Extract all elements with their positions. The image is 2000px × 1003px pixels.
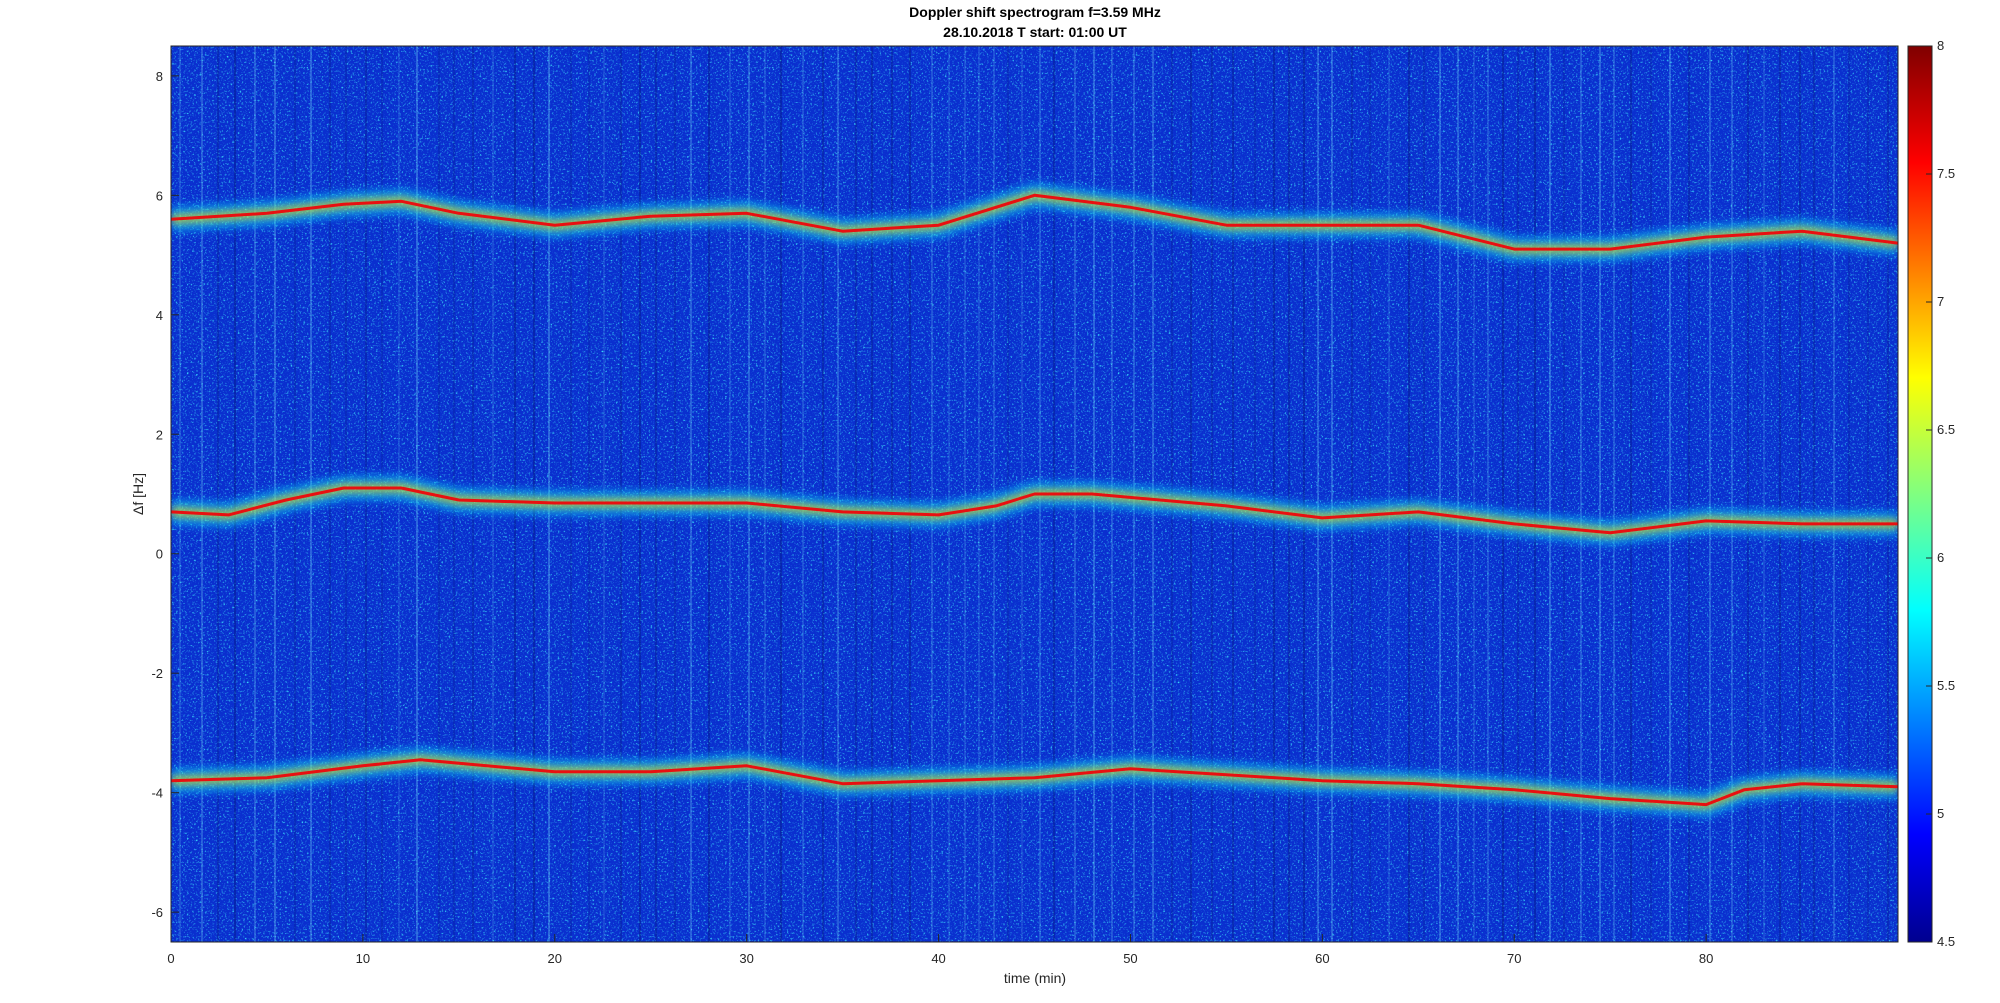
- y-tick-label: -6: [151, 905, 163, 920]
- x-tick-label: 40: [931, 951, 945, 966]
- doppler-traces: [171, 182, 1898, 818]
- x-tick-label: 60: [1315, 951, 1329, 966]
- y-tick-label: 2: [156, 427, 163, 442]
- y-tick-label: 4: [156, 308, 163, 323]
- colorbar-gradient: [1907, 45, 1933, 943]
- colorbar-tick-label: 6.5: [1937, 422, 1955, 437]
- axes-frame: [170, 45, 1899, 943]
- chart-subtitle: 28.10.2018 T start: 01:00 UT: [943, 24, 1127, 40]
- doppler-trace: [171, 486, 1898, 535]
- x-tick-label: 70: [1507, 951, 1521, 966]
- doppler-trace: [171, 758, 1898, 807]
- colorbar-tick-label: 7: [1937, 294, 1944, 309]
- colorbar-tick-label: 4.5: [1937, 934, 1955, 949]
- x-tick-label: 20: [548, 951, 562, 966]
- y-tick-label: -4: [151, 786, 163, 801]
- x-tick-label: 10: [356, 951, 370, 966]
- colorbar-tick-label: 5: [1937, 806, 1944, 821]
- colorbar-tick-label: 5.5: [1937, 678, 1955, 693]
- colorbar-tick-label: 6: [1937, 550, 1944, 565]
- colorbar-ticks: 4.5 5 5.5 6 6.5 7 7.5 8: [1926, 38, 1955, 949]
- x-tick-label: 0: [167, 951, 174, 966]
- colorbar: 4.5 5 5.5 6 6.5 7 7.5 8: [1907, 38, 1955, 949]
- doppler-trace: [171, 193, 1898, 251]
- y-tick-label: 6: [156, 188, 163, 203]
- y-axis: -6 -4 -2 0 2 4 6 8: [151, 69, 179, 920]
- x-tick-label: 50: [1123, 951, 1137, 966]
- colorbar-tick-label: 8: [1937, 38, 1944, 53]
- x-tick-label: 80: [1699, 951, 1713, 966]
- plot-area: [170, 45, 1899, 943]
- y-tick-label: 0: [156, 547, 163, 562]
- y-tick-label: -2: [151, 666, 163, 681]
- x-axis: 0 10 20 30 40 50 60 70 80: [167, 934, 1713, 966]
- colorbar-tick-label: 7.5: [1937, 166, 1955, 181]
- x-axis-label: time (min): [1004, 970, 1066, 986]
- x-tick-label: 30: [739, 951, 753, 966]
- chart-title: Doppler shift spectrogram f=3.59 MHz: [909, 4, 1161, 20]
- y-axis-label: Δf [Hz]: [130, 473, 146, 515]
- y-tick-label: 8: [156, 69, 163, 84]
